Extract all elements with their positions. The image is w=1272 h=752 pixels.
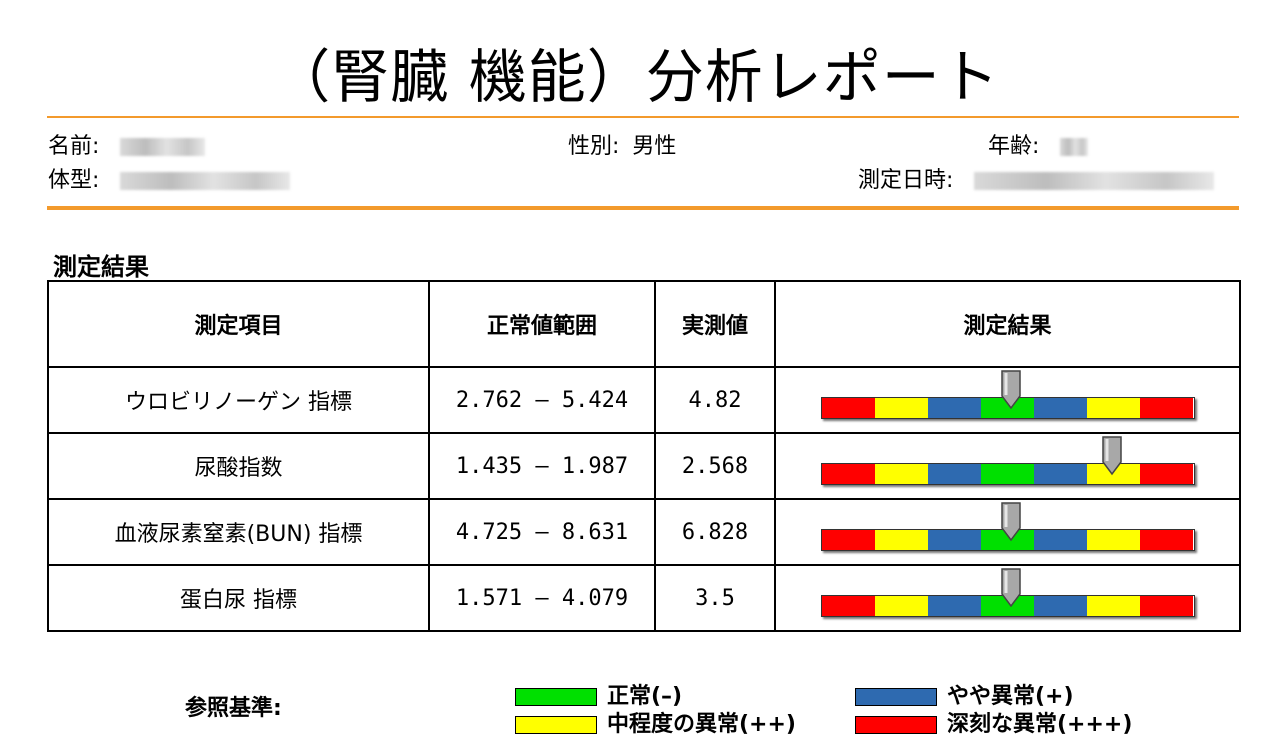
bar-segment xyxy=(1140,464,1194,484)
bar-segment xyxy=(927,596,981,616)
pointer-icon xyxy=(1001,568,1021,608)
level-bar xyxy=(820,502,1195,551)
row-result xyxy=(774,366,1241,434)
row-range: 1.571 – 4.079 xyxy=(428,564,656,632)
date-label: 測定日時: xyxy=(858,168,954,193)
table-row: 血液尿素窒素(BUN) 指標 4.725 – 8.631 6.828 xyxy=(47,498,1241,566)
body-label: 体型: xyxy=(48,168,100,193)
row-range: 4.725 – 8.631 xyxy=(428,498,656,566)
level-bar xyxy=(820,436,1195,485)
bar-segment xyxy=(980,464,1035,484)
age-row: 年齢: xyxy=(988,134,1089,160)
body-redacted xyxy=(120,172,291,190)
bar-segment xyxy=(927,530,981,550)
results-table: 測定項目 正常値範囲 実測値 測定結果 ウロビリノーゲン 指標 2.762 – … xyxy=(47,280,1241,632)
legend-swatch xyxy=(855,688,937,706)
legend-text: 中程度の異常(++) xyxy=(607,712,796,737)
gender-label: 性別: xyxy=(568,134,620,159)
bar-segment xyxy=(927,398,981,418)
legend-text: やや異常(+) xyxy=(947,684,1074,709)
bar-segment xyxy=(927,464,981,484)
legend-text: 正常(–) xyxy=(607,684,683,709)
bar-segment xyxy=(1034,398,1088,418)
row-value: 4.82 xyxy=(654,366,776,434)
section-title: 測定結果 xyxy=(53,253,149,281)
table-row: 蛋白尿 指標 1.571 – 4.079 3.5 xyxy=(47,564,1241,632)
gender-row: 性別: 男性 xyxy=(568,134,676,160)
date-row: 測定日時: xyxy=(858,168,1215,194)
level-bar xyxy=(820,568,1195,617)
row-item: 血液尿素窒素(BUN) 指標 xyxy=(47,498,430,566)
gender-value: 男性 xyxy=(632,134,677,159)
body-row: 体型: xyxy=(48,168,291,194)
bar-segment xyxy=(1034,596,1088,616)
row-range: 1.435 – 1.987 xyxy=(428,432,656,500)
bar-segment xyxy=(821,596,875,616)
row-result xyxy=(774,432,1241,500)
legend-label: 参照基準: xyxy=(185,696,282,721)
report-title: （腎臓 機能）分析レポート xyxy=(272,43,1000,111)
header-range: 正常値範囲 xyxy=(428,280,656,368)
bar-segment xyxy=(874,464,928,484)
row-result xyxy=(774,564,1241,632)
legend-item-slight: やや異常(+) xyxy=(855,678,1074,710)
legend-swatch xyxy=(515,716,597,734)
row-value: 2.568 xyxy=(654,432,776,500)
legend-swatch xyxy=(855,716,937,734)
bar-segment xyxy=(821,464,875,484)
pointer-icon xyxy=(1001,370,1021,410)
age-label: 年齢: xyxy=(988,134,1040,159)
table-row: 尿酸指数 1.435 – 1.987 2.568 xyxy=(47,432,1241,500)
header-top-rule xyxy=(47,116,1239,118)
row-value: 3.5 xyxy=(654,564,776,632)
row-item: ウロビリノーゲン 指標 xyxy=(47,366,430,434)
bar-segment xyxy=(874,398,928,418)
bar-segment xyxy=(1140,530,1194,550)
table-row: ウロビリノーゲン 指標 2.762 – 5.424 4.82 xyxy=(47,366,1241,434)
bar-segment xyxy=(1087,464,1141,484)
name-redacted xyxy=(120,138,206,156)
bar-segment xyxy=(980,530,1035,550)
legend-item-moderate: 中程度の異常(++) xyxy=(515,706,796,738)
row-result xyxy=(774,498,1241,566)
header-bottom-rule xyxy=(47,206,1239,210)
legend-swatch xyxy=(515,688,597,706)
name-label: 名前: xyxy=(48,134,100,159)
header-value: 実測値 xyxy=(654,280,776,368)
age-redacted xyxy=(1060,138,1089,156)
legend-item-normal: 正常(–) xyxy=(515,678,682,710)
row-value: 6.828 xyxy=(654,498,776,566)
bar-segment xyxy=(821,530,875,550)
bar-segment xyxy=(1087,596,1141,616)
bar-segment xyxy=(1140,398,1194,418)
pointer-icon xyxy=(1101,436,1122,476)
header-item: 測定項目 xyxy=(47,280,430,368)
row-item: 蛋白尿 指標 xyxy=(47,564,430,632)
pointer-icon xyxy=(1001,502,1021,542)
bar-segment xyxy=(1087,530,1141,550)
date-redacted xyxy=(974,172,1215,190)
bar-segment xyxy=(874,530,928,550)
bar-segment xyxy=(980,596,1035,616)
bar-segment xyxy=(874,596,928,616)
bar-segment xyxy=(821,398,875,418)
name-row: 名前: xyxy=(48,134,206,160)
header-result: 測定結果 xyxy=(774,280,1241,368)
bar-segment xyxy=(1034,464,1088,484)
row-item: 尿酸指数 xyxy=(47,432,430,500)
row-range: 2.762 – 5.424 xyxy=(428,366,656,434)
bar-segment xyxy=(1140,596,1194,616)
table-header-row: 測定項目 正常値範囲 実測値 測定結果 xyxy=(47,280,1241,368)
legend-text: 深刻な異常(+++) xyxy=(947,712,1133,737)
legend-item-severe: 深刻な異常(+++) xyxy=(855,706,1132,738)
bar-segment xyxy=(980,398,1035,418)
bar-segment xyxy=(1034,530,1088,550)
bar-segment xyxy=(1087,398,1141,418)
level-bar xyxy=(820,370,1195,419)
